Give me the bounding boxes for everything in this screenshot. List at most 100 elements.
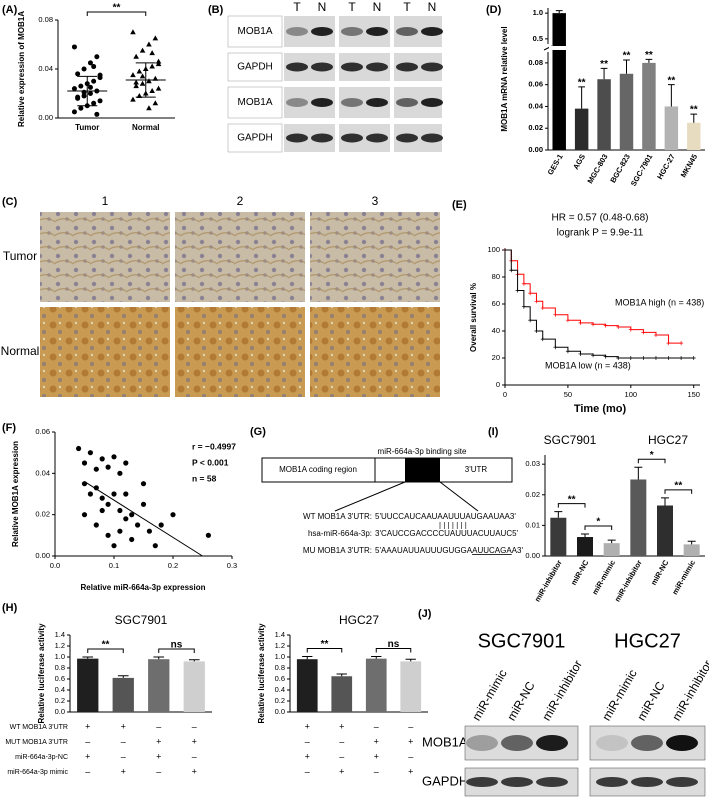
point (93, 522, 99, 528)
point (75, 94, 81, 100)
table-cell: + (85, 751, 90, 761)
point (139, 73, 146, 79)
y-axis-label: Relative expression of MOB1A (17, 11, 26, 127)
x-tick-label: miR-NC (569, 558, 591, 587)
point (146, 105, 152, 111)
blot-row-label: GAPDH (237, 62, 273, 73)
sd-bar (135, 62, 156, 98)
blot-row-label: MOB1A (422, 734, 468, 749)
trendline (84, 481, 203, 557)
x-tick-label: miR-mimic (590, 558, 617, 596)
legend-label: MOB1A high (n = 438) (615, 297, 704, 307)
blot-row-label: GAPDH (422, 773, 468, 788)
annotation: logrank P = 9.9e-11 (557, 228, 644, 239)
significance-label: ** (113, 3, 121, 14)
error-bar (607, 539, 616, 544)
significance-label: ** (690, 105, 698, 116)
y-tick-label: 60 (492, 299, 500, 308)
y-tick-label: 1.2 (55, 641, 65, 650)
survival-curve (505, 249, 682, 344)
y-tick-label: 1.0 (533, 8, 543, 17)
histology-image (310, 212, 440, 302)
table-cell: + (374, 736, 379, 746)
histology-image (175, 307, 305, 397)
point (123, 491, 129, 497)
panel-label: (H) (2, 602, 18, 614)
point (123, 460, 129, 466)
y-tick-label: 1.4 (275, 630, 285, 639)
blot-band (286, 62, 308, 72)
significance-bracket (584, 525, 613, 530)
bar (77, 658, 99, 712)
y-tick-label: 0.00 (35, 551, 50, 560)
table-cell: – (85, 736, 90, 746)
table-cell: + (374, 751, 379, 761)
significance-bracket (637, 458, 666, 464)
x-tick-label: SGC-7901 (629, 152, 655, 187)
annotation: n = 58 (192, 473, 217, 483)
point (81, 66, 87, 72)
point (97, 98, 103, 104)
y-axis-label: Relative luciferase activity (37, 623, 46, 724)
point (111, 454, 117, 460)
table-cell: + (192, 736, 197, 746)
y-tick-label: 0.02 (525, 490, 540, 499)
sequence-part: 5'AAAUAUUAUUUGUGGA (375, 546, 473, 555)
histology-image (310, 307, 440, 397)
survival-curve (505, 249, 694, 359)
blot-band (421, 98, 443, 107)
lane-label: N (373, 0, 382, 14)
error-bar (336, 673, 347, 677)
y-tick-label: 0.6 (275, 674, 285, 683)
lane-label: T (403, 0, 411, 14)
significance-label: * (596, 517, 600, 528)
table-cell: – (192, 721, 197, 731)
table-cell: – (85, 766, 90, 776)
significance-label: ** (674, 480, 682, 491)
point (205, 532, 211, 538)
sequence-part: 3'CAUCCGACCCCUAUUUACUUAUC5' (375, 529, 519, 538)
point (129, 536, 135, 543)
point (87, 84, 93, 90)
point (87, 491, 93, 497)
blot-band (396, 133, 418, 143)
blot-band (666, 735, 698, 751)
point (99, 507, 105, 514)
sd-bar (77, 75, 98, 107)
blot-band (311, 98, 333, 107)
bar (331, 676, 353, 712)
table-row-label: MUT MOB1A 3'UTR (5, 739, 68, 746)
point (105, 532, 111, 538)
table-cell: – (121, 736, 126, 746)
transcript-box (261, 457, 513, 483)
y-tick-label: 0.06 (528, 80, 543, 89)
row-label: Normal (1, 344, 40, 358)
column-label: 2 (237, 194, 244, 208)
annotation: HR = 0.57 (0.48-0.68) (552, 213, 649, 224)
point (158, 522, 164, 528)
lane-label: T (293, 0, 301, 14)
column-label: 1 (102, 194, 109, 208)
blot-band (466, 777, 498, 787)
y-tick-label: 0.00 (525, 551, 540, 560)
bar (657, 505, 673, 556)
y-tick-label: 0.8 (55, 663, 65, 672)
y-tick-label: 0.04 (38, 64, 53, 73)
histology-image (40, 307, 170, 397)
blot-band (501, 777, 533, 787)
legend-label: MOB1A low (n = 438) (545, 360, 631, 370)
bar (365, 658, 387, 712)
blot-band (286, 27, 308, 36)
point (111, 491, 117, 497)
blot-label-box (227, 123, 283, 153)
significance-label: ** (321, 639, 329, 650)
table-cell: – (339, 751, 344, 761)
blot-label-box (227, 86, 283, 119)
y-tick-label: 0.08 (528, 58, 543, 67)
bar (630, 479, 647, 556)
blot-band (341, 62, 363, 72)
significance-label: ns (171, 640, 183, 651)
x-tick-label: 0.3 (227, 561, 237, 570)
lane-label: T (348, 0, 356, 14)
